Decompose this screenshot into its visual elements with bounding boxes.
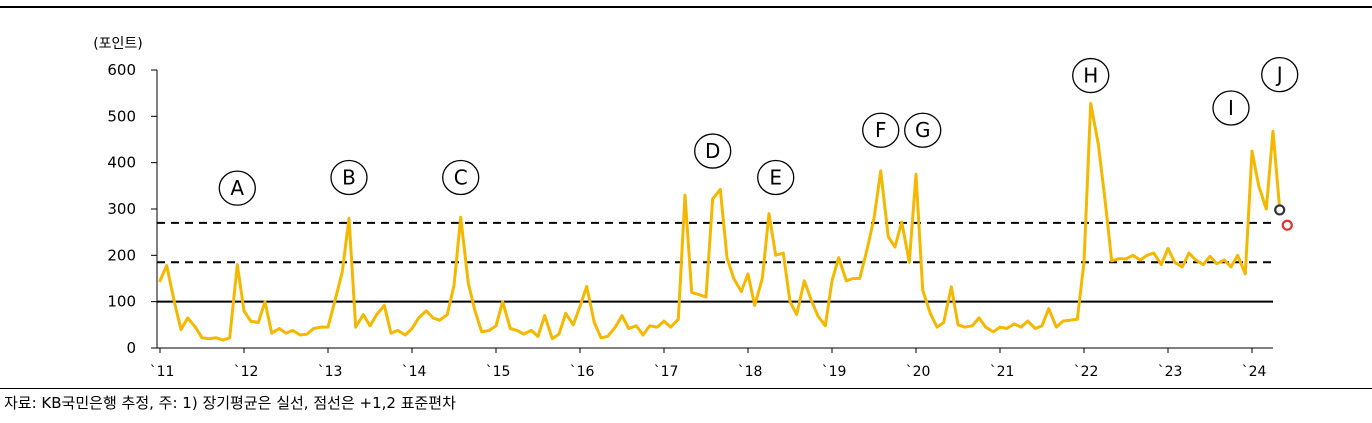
end-marker [1281,219,1293,231]
event-circle [330,159,368,196]
x-tick-label: `21 [990,364,1015,380]
x-tick-label: `17 [654,364,679,380]
y-tick-label: 400 [107,154,136,172]
x-tick-label: `19 [822,364,847,380]
event-label: B [342,165,356,189]
end-marker [1274,204,1286,216]
bottom-rule [0,388,1372,389]
x-tick-label: `16 [570,364,595,380]
event-label: J [1275,63,1283,87]
event-label: C [454,165,468,189]
x-tick-label: `24 [1242,364,1267,380]
x-tick-label: `22 [1074,364,1099,380]
event-label: I [1228,96,1234,120]
x-tick-label: `18 [738,364,763,380]
event-circle [694,133,732,169]
y-tick-label: 500 [107,107,136,125]
x-tick-label: `23 [1158,364,1183,380]
event-circle [1212,90,1250,126]
top-rule [0,6,1372,8]
x-tick-label: `11 [150,364,175,380]
event-label: H [1083,64,1098,88]
source-footnote: 자료: KB국민은행 추정, 주: 1) 장기평균은 실선, 점선은 +1,2 … [4,394,456,412]
event-label: F [875,118,887,142]
event-circle [757,159,795,196]
x-tick-label: `13 [318,364,343,380]
x-tick-label: `15 [486,364,511,380]
y-unit-label: (포인트) [93,36,143,52]
event-circle [442,159,480,196]
y-tick-label: 0 [126,339,136,357]
event-label: A [230,176,244,200]
line-chart: (포인트) 0 100 200 300 400 500 600 `11 `12 `13 `14 `15 `… [93,36,1299,380]
y-tick-label: 200 [107,246,136,264]
y-tick-label: 100 [107,293,136,311]
event-circle [904,112,942,148]
x-tick-label: `12 [234,364,259,380]
event-label: G [915,118,931,142]
event-circle [218,170,256,206]
x-tick-label: `20 [906,364,931,380]
series-line [158,101,1282,342]
y-tick-label: 300 [107,200,136,218]
y-tick-label: 600 [107,61,136,79]
event-label: E [769,165,782,189]
event-circle [1261,56,1299,93]
x-tick-label: `14 [402,364,427,380]
event-circle [1072,57,1110,94]
event-circle [862,112,900,148]
event-label: D [705,139,720,163]
